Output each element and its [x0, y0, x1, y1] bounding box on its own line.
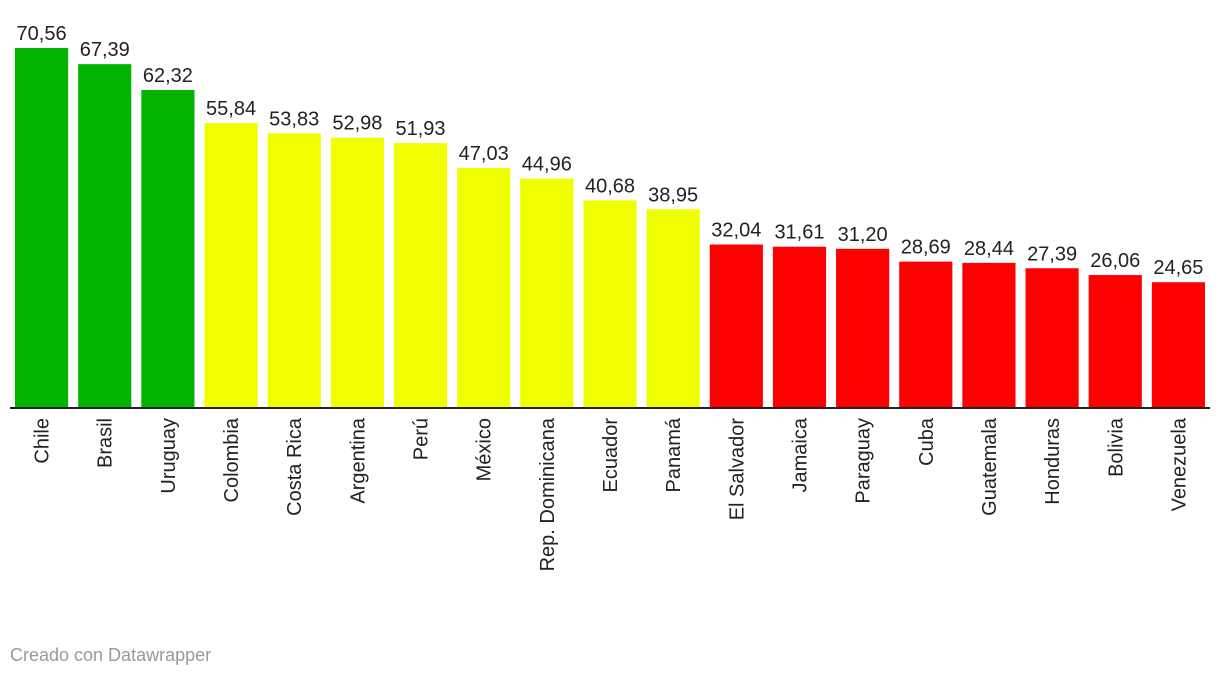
value-label-11: 32,04 [711, 220, 761, 242]
bar-8 [520, 178, 574, 408]
bar-13 [836, 248, 890, 408]
value-label-4: 53,83 [269, 108, 319, 130]
category-label-2: Uruguay [158, 418, 180, 494]
bar-4 [267, 133, 321, 408]
bar-15 [962, 262, 1016, 408]
bar-6 [393, 143, 448, 408]
bar-7 [457, 168, 511, 408]
value-label-1: 67,39 [80, 39, 130, 61]
bar-3 [204, 123, 258, 408]
category-label-15: Guatemala [979, 417, 1001, 516]
value-label-3: 55,84 [206, 98, 256, 120]
bar-14 [899, 261, 953, 408]
bar-chart: 70,56 67,39 62,32 55,84 53,83 52,98 51,93 47,03… [10, 23, 1210, 571]
bar-1 [78, 64, 132, 409]
bar-11 [709, 244, 763, 408]
footer-credit: Creado con Datawrapper [10, 645, 212, 665]
bar-5 [330, 137, 384, 408]
category-label-4: Costa Rica [284, 417, 306, 516]
value-labels-group: 70,56 67,39 62,32 55,84 53,83 52,98 51,93 47,03… [17, 23, 1204, 279]
category-label-18: Venezuela [1168, 417, 1190, 511]
category-label-11: El Salvador [726, 418, 748, 521]
value-label-16: 27,39 [1027, 243, 1077, 265]
category-label-6: Perú [411, 418, 433, 460]
bars-group [15, 48, 1205, 409]
category-label-16: Honduras [1042, 418, 1064, 505]
bar-10 [646, 209, 700, 408]
value-label-18: 24,65 [1153, 257, 1203, 279]
value-label-8: 44,96 [522, 154, 572, 176]
bar-16 [1025, 268, 1079, 408]
bar-18 [1151, 282, 1205, 408]
category-label-14: Cuba [916, 417, 938, 466]
bar-12 [772, 246, 827, 408]
bar-9 [583, 200, 637, 408]
category-label-8: Rep. Dominicana [537, 417, 559, 571]
category-label-1: Brasil [95, 418, 117, 468]
bar-0 [15, 48, 69, 408]
category-label-5: Argentina [347, 417, 369, 503]
value-label-6: 51,93 [395, 118, 445, 140]
value-label-5: 52,98 [332, 113, 382, 135]
category-label-9: Ecuador [600, 418, 622, 493]
category-label-10: Panamá [663, 417, 685, 492]
category-label-7: México [474, 418, 496, 481]
value-label-0: 70,56 [17, 23, 67, 45]
category-label-12: Jamaica [789, 417, 811, 492]
category-label-13: Paraguay [853, 418, 875, 504]
value-label-10: 38,95 [648, 184, 698, 206]
category-labels-group: Chile Brasil Uruguay Colombia Costa Rica Arge… [32, 417, 1191, 571]
value-label-15: 28,44 [964, 238, 1014, 260]
value-label-12: 31,61 [774, 222, 824, 244]
category-label-17: Bolivia [1105, 417, 1127, 477]
value-label-14: 28,69 [901, 237, 951, 259]
category-label-0: Chile [32, 418, 54, 464]
value-label-17: 26,06 [1090, 250, 1140, 272]
bar-17 [1088, 275, 1142, 408]
value-label-9: 40,68 [585, 175, 635, 197]
bar-2 [141, 90, 195, 408]
value-label-13: 31,20 [838, 224, 888, 246]
value-label-7: 47,03 [459, 143, 509, 165]
value-label-2: 62,32 [143, 65, 193, 87]
category-label-3: Colombia [221, 417, 243, 502]
